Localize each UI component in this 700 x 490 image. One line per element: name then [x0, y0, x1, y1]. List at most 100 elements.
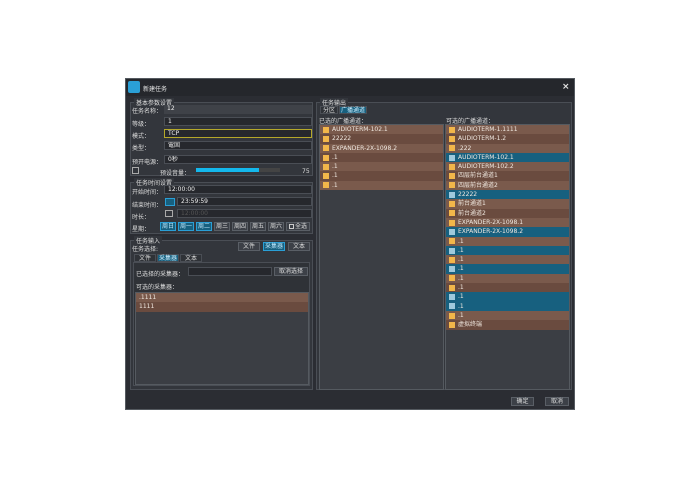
- basic-group-title: 基本参数设置: [134, 98, 175, 107]
- close-icon[interactable]: ×: [562, 82, 570, 92]
- folder-icon: [449, 247, 455, 254]
- list-item[interactable]: .1: [446, 283, 569, 293]
- input-type-button[interactable]: 文件: [238, 242, 260, 251]
- channel-name: .1: [458, 237, 464, 245]
- list-item[interactable]: 22222: [446, 190, 569, 200]
- input-type-button[interactable]: 文本: [288, 242, 310, 251]
- start-label: 开始时间：: [132, 189, 163, 196]
- selected-collector-label: 已选择的采集器：: [136, 271, 185, 278]
- cancel-select-button[interactable]: 取消选择: [274, 267, 308, 276]
- list-item[interactable]: .1: [320, 180, 443, 191]
- volume-slider[interactable]: [196, 168, 280, 172]
- level-stepper[interactable]: 1: [164, 117, 312, 126]
- volume-checkbox[interactable]: [132, 167, 139, 174]
- channel-name: 前台通道2: [458, 209, 486, 217]
- ok-button[interactable]: 确定: [511, 397, 534, 406]
- output-tab[interactable]: 广播通道: [339, 106, 367, 114]
- list-item[interactable]: .1: [446, 245, 569, 256]
- folder-icon: [449, 293, 455, 300]
- list-item[interactable]: 前台通道2: [446, 208, 569, 218]
- weekday-button[interactable]: 周一: [178, 222, 194, 231]
- folder-icon: [449, 256, 455, 263]
- cancel-button[interactable]: 取消: [545, 397, 569, 406]
- list-item[interactable]: .1: [320, 162, 443, 172]
- list-item[interactable]: .1: [446, 264, 569, 274]
- power-stepper[interactable]: 0秒: [164, 155, 312, 164]
- folder-icon: [449, 284, 455, 291]
- volume-label: 预设音量：: [160, 170, 191, 177]
- list-item[interactable]: EXPANDER-2X-1098.2: [446, 227, 569, 237]
- list-item[interactable]: EXPANDER-2X-1098.1: [446, 217, 569, 228]
- folder-icon: [323, 154, 329, 161]
- list-item[interactable]: .1: [320, 171, 443, 181]
- folder-icon: [449, 321, 455, 328]
- folder-icon: [323, 126, 329, 133]
- list-item[interactable]: .1: [446, 301, 569, 311]
- folder-icon: [449, 210, 455, 217]
- list-item[interactable]: 虚拟终端: [446, 320, 569, 330]
- folder-icon: [449, 219, 455, 226]
- folder-icon: [449, 182, 455, 189]
- input-type-button[interactable]: 采集器: [263, 242, 285, 251]
- list-item[interactable]: AUDIOTERM-102.1: [446, 152, 569, 163]
- list-item[interactable]: 四层前台通道2: [446, 180, 569, 191]
- duration-checkbox[interactable]: [165, 210, 173, 217]
- channel-name: .1: [458, 265, 464, 273]
- available-channels-list: AUDIOTERM-1.1111 AUDIOTERM-1.2.222 AUDIOTE…: [445, 124, 570, 390]
- list-item[interactable]: .1: [446, 292, 569, 302]
- week-label: 星期：: [132, 226, 151, 233]
- new-task-dialog: 新建任务 × 基本参数设置 任务名称： 12 等级： 1 模式： TCP 类型：…: [125, 78, 575, 410]
- power-label: 预开电源：: [132, 159, 163, 166]
- channel-name: 虚拟终端: [458, 321, 483, 329]
- name-field[interactable]: 12: [164, 105, 312, 114]
- folder-icon: [449, 135, 455, 142]
- list-item[interactable]: 22222: [320, 134, 443, 144]
- select-all-label: 全选: [294, 222, 307, 230]
- list-item[interactable]: AUDIOTERM-1.2: [446, 134, 569, 144]
- mode-select[interactable]: TCP: [164, 129, 312, 138]
- input-type-buttons: 文件 采集器 文本: [238, 242, 310, 251]
- list-item[interactable]: .1: [446, 255, 569, 265]
- weekday-button[interactable]: 周日: [160, 222, 176, 231]
- folder-icon: [323, 163, 329, 170]
- folder-icon: [449, 126, 455, 133]
- input-tab[interactable]: 文件: [134, 254, 156, 262]
- list-item[interactable]: .1: [320, 152, 443, 163]
- list-item[interactable]: EXPANDER-2X-1098.2: [320, 143, 443, 153]
- weekday-button[interactable]: 周四: [232, 222, 248, 231]
- weekday-button[interactable]: 周二: [196, 222, 212, 231]
- available-channels-label: 可选的广播通道：: [446, 118, 495, 125]
- name-label: 任务名称：: [132, 108, 163, 115]
- end-time-field[interactable]: 23:59:59: [177, 197, 312, 206]
- weekday-button[interactable]: 周五: [250, 222, 266, 231]
- weekday-button[interactable]: 周三: [214, 222, 230, 231]
- channel-name: 四层前台通道1: [458, 172, 498, 180]
- list-item[interactable]: AUDIOTERM-102.1: [320, 125, 443, 135]
- list-item[interactable]: 四层前台通道1: [446, 171, 569, 181]
- start-time-field[interactable]: 12:00:00: [164, 185, 312, 194]
- output-tab[interactable]: 分区: [320, 106, 338, 114]
- type-select[interactable]: 電固: [164, 141, 312, 150]
- list-item[interactable]: 前台通道1: [446, 199, 569, 209]
- duration-field[interactable]: 12:00:00: [177, 209, 312, 218]
- input-tab[interactable]: 采集器: [157, 254, 179, 262]
- list-item[interactable]: AUDIOTERM-1.1111: [446, 125, 569, 135]
- list-item[interactable]: AUDIOTERM-102.2: [446, 162, 569, 172]
- list-item[interactable]: .222: [446, 143, 569, 153]
- time-group-title: 任务时间设置: [134, 178, 175, 187]
- weekday-button[interactable]: 周六: [268, 222, 284, 231]
- list-item[interactable]: .1111: [136, 293, 308, 303]
- window-title: 新建任务: [143, 86, 168, 93]
- type-label: 类型：: [132, 145, 151, 152]
- input-tab[interactable]: 文本: [180, 254, 202, 262]
- list-item[interactable]: .1: [446, 236, 569, 246]
- select-all-checkbox[interactable]: 全选: [286, 222, 310, 231]
- channel-name: EXPANDER-2X-1098.1: [458, 218, 524, 226]
- selected-collector-field[interactable]: [188, 267, 272, 276]
- list-item[interactable]: 1111: [136, 302, 308, 312]
- folder-icon: [449, 163, 455, 170]
- list-item[interactable]: .1: [446, 273, 569, 284]
- list-item[interactable]: .1: [446, 310, 569, 321]
- end-time-checkbox[interactable]: [165, 198, 175, 206]
- folder-icon: [449, 303, 455, 310]
